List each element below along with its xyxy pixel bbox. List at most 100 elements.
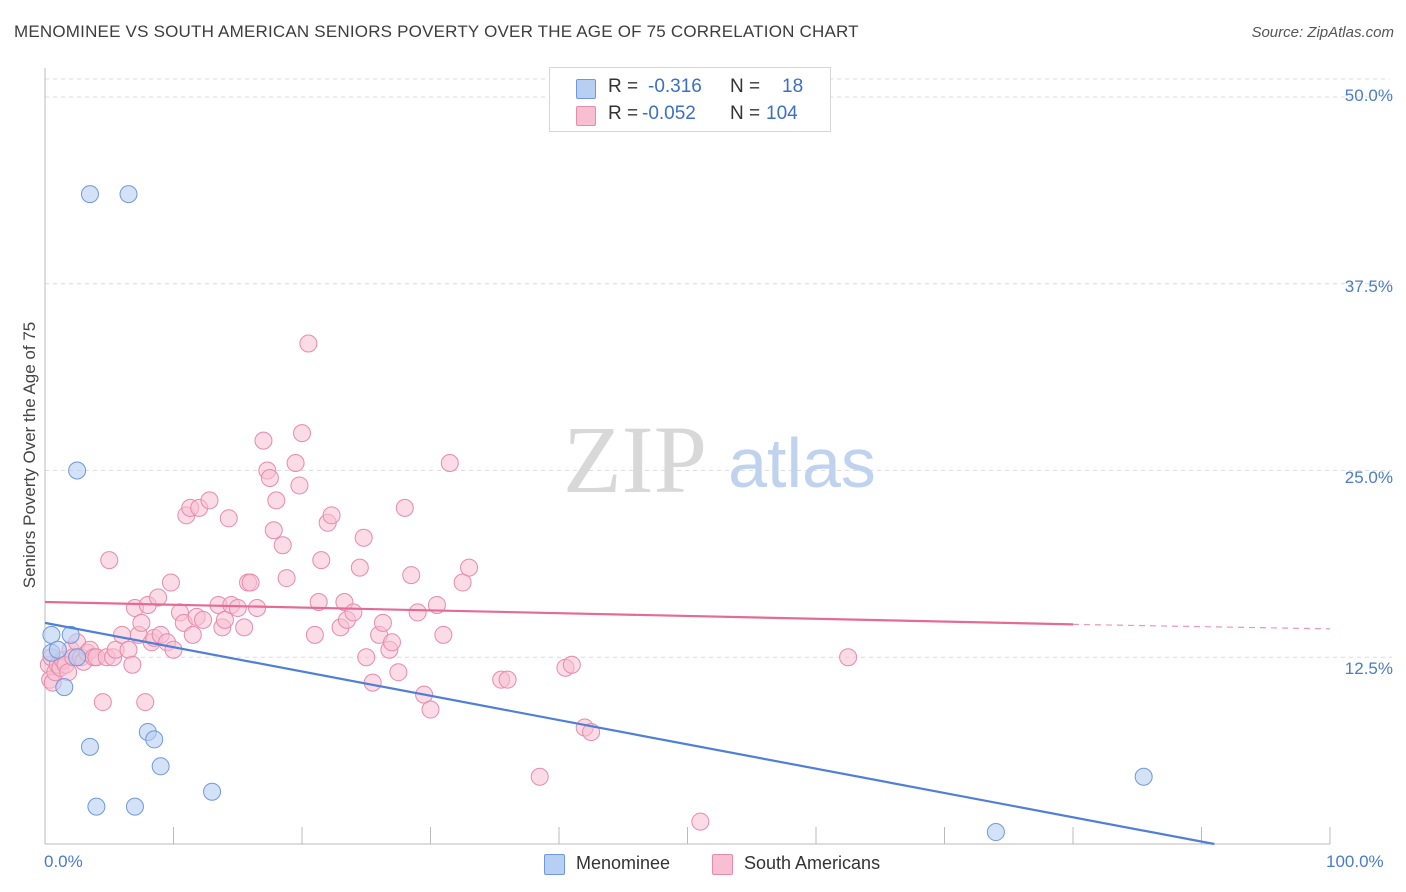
data-point-menominee: [125, 797, 144, 816]
data-point-menominee: [151, 757, 170, 776]
data-point-south-americans: [215, 610, 234, 629]
data-point-south-americans: [498, 670, 517, 689]
data-point-south-americans: [408, 603, 427, 622]
data-point-south-americans: [293, 424, 311, 443]
data-point-south-americans: [254, 431, 273, 450]
series-menominee: [42, 185, 1153, 842]
data-point-south-americans: [219, 509, 238, 528]
axes: [44, 68, 1331, 845]
data-point-south-americans: [264, 521, 283, 540]
data-point-south-americans: [248, 598, 267, 617]
data-point-south-americans: [113, 625, 132, 644]
legend-swatch-blue: [544, 854, 565, 875]
data-point-south-americans: [241, 573, 260, 592]
data-point-menominee: [42, 625, 61, 644]
y-axis-label: Seniors Poverty Over the Age of 75: [20, 321, 39, 589]
data-point-south-americans: [421, 700, 440, 719]
data-point-south-americans: [161, 573, 180, 592]
y-tick-label: 50.0%: [1344, 86, 1393, 105]
data-point-south-americans: [354, 528, 373, 547]
legend-series-name: South Americans: [744, 853, 881, 873]
data-point-south-americans: [382, 633, 401, 652]
data-point-south-americans: [395, 498, 414, 517]
data-point-south-americans: [309, 592, 328, 611]
data-point-south-americans: [200, 491, 219, 510]
legend-series-name: Menominee: [576, 853, 671, 873]
data-point-south-americans: [453, 573, 472, 592]
x-tick-label: 100.0%: [1326, 852, 1384, 871]
data-point-south-americans: [373, 613, 392, 632]
data-point-menominee: [145, 730, 164, 749]
data-point-south-americans: [434, 625, 453, 644]
trend-line-south-americans: [44, 600, 1074, 626]
trend-line-extension: [1072, 623, 1331, 630]
data-point-south-americans: [562, 655, 581, 674]
data-point-south-americans: [260, 468, 279, 487]
data-point-south-americans: [273, 536, 292, 555]
data-point-south-americans: [299, 334, 318, 353]
data-point-south-americans: [194, 610, 213, 629]
data-point-south-americans: [286, 454, 305, 473]
y-tick-label: 12.5%: [1344, 659, 1393, 678]
chart-title: MENOMINEE VS SOUTH AMERICAN SENIORS POVE…: [14, 22, 859, 41]
data-point-menominee: [80, 737, 99, 756]
data-point-south-americans: [59, 663, 78, 682]
data-point-south-americans: [440, 454, 459, 473]
legend-n-label: N =: [730, 76, 761, 97]
legend-r-value: -0.052: [642, 103, 696, 124]
data-point-south-americans: [389, 663, 408, 682]
data-point-menominee: [986, 823, 1005, 842]
data-point-south-americans: [322, 506, 341, 525]
data-point-menominee: [1134, 767, 1153, 786]
data-point-south-americans: [312, 551, 331, 570]
data-point-south-americans: [228, 598, 247, 617]
watermark-atlas: atlas: [728, 424, 876, 502]
data-point-south-americans: [344, 603, 363, 622]
legend-swatch-blue: [576, 79, 596, 99]
legend-r-label: R =: [608, 103, 639, 124]
y-tick-label: 25.0%: [1344, 468, 1393, 487]
data-point-south-americans: [460, 558, 479, 577]
data-point-south-americans: [402, 566, 421, 585]
legend-row-south-americans: R = -0.052 N = 104: [550, 103, 830, 127]
source-label: Source: ZipAtlas.com: [1251, 24, 1394, 41]
data-point-south-americans: [123, 655, 142, 674]
data-point-south-americans: [839, 648, 858, 667]
legend-n-value: 104: [766, 103, 798, 124]
data-point-south-americans: [305, 625, 324, 644]
data-point-south-americans: [290, 476, 309, 495]
series-south-americans: [39, 334, 858, 831]
data-point-south-americans: [100, 551, 119, 570]
data-point-menominee: [68, 461, 87, 480]
data-point-south-americans: [277, 569, 296, 588]
watermark: ZIP atlas: [563, 406, 876, 513]
y-tick-label: 37.5%: [1344, 277, 1393, 296]
legend-row-menominee: R = -0.316 N = 18: [550, 76, 830, 100]
legend-n-label: N =: [730, 103, 761, 124]
data-point-south-americans: [119, 640, 138, 659]
data-point-menominee: [55, 678, 74, 697]
data-point-south-americans: [357, 648, 376, 667]
data-point-menominee: [87, 797, 106, 816]
x-tick-label: 0.0%: [44, 852, 83, 871]
legend-n-value: 18: [782, 76, 804, 97]
data-point-south-americans: [691, 812, 710, 831]
data-point-south-americans: [93, 693, 112, 712]
legend-r-value: -0.316: [648, 76, 702, 97]
data-point-south-americans: [136, 693, 155, 712]
data-point-south-americans: [350, 558, 369, 577]
data-point-menominee: [80, 185, 99, 204]
trend-line-menominee: [44, 621, 1215, 846]
legend-r-label: R =: [608, 76, 639, 97]
data-point-south-americans: [235, 618, 254, 637]
data-point-menominee: [48, 640, 67, 659]
data-point-south-americans: [530, 767, 549, 786]
grid-lines: [45, 78, 1392, 658]
data-point-south-americans: [183, 625, 202, 644]
data-point-menominee: [61, 625, 80, 644]
data-point-south-americans: [164, 640, 183, 659]
data-point-menominee: [68, 648, 87, 667]
trend-lines: [44, 600, 1331, 846]
data-point-south-americans: [132, 613, 151, 632]
